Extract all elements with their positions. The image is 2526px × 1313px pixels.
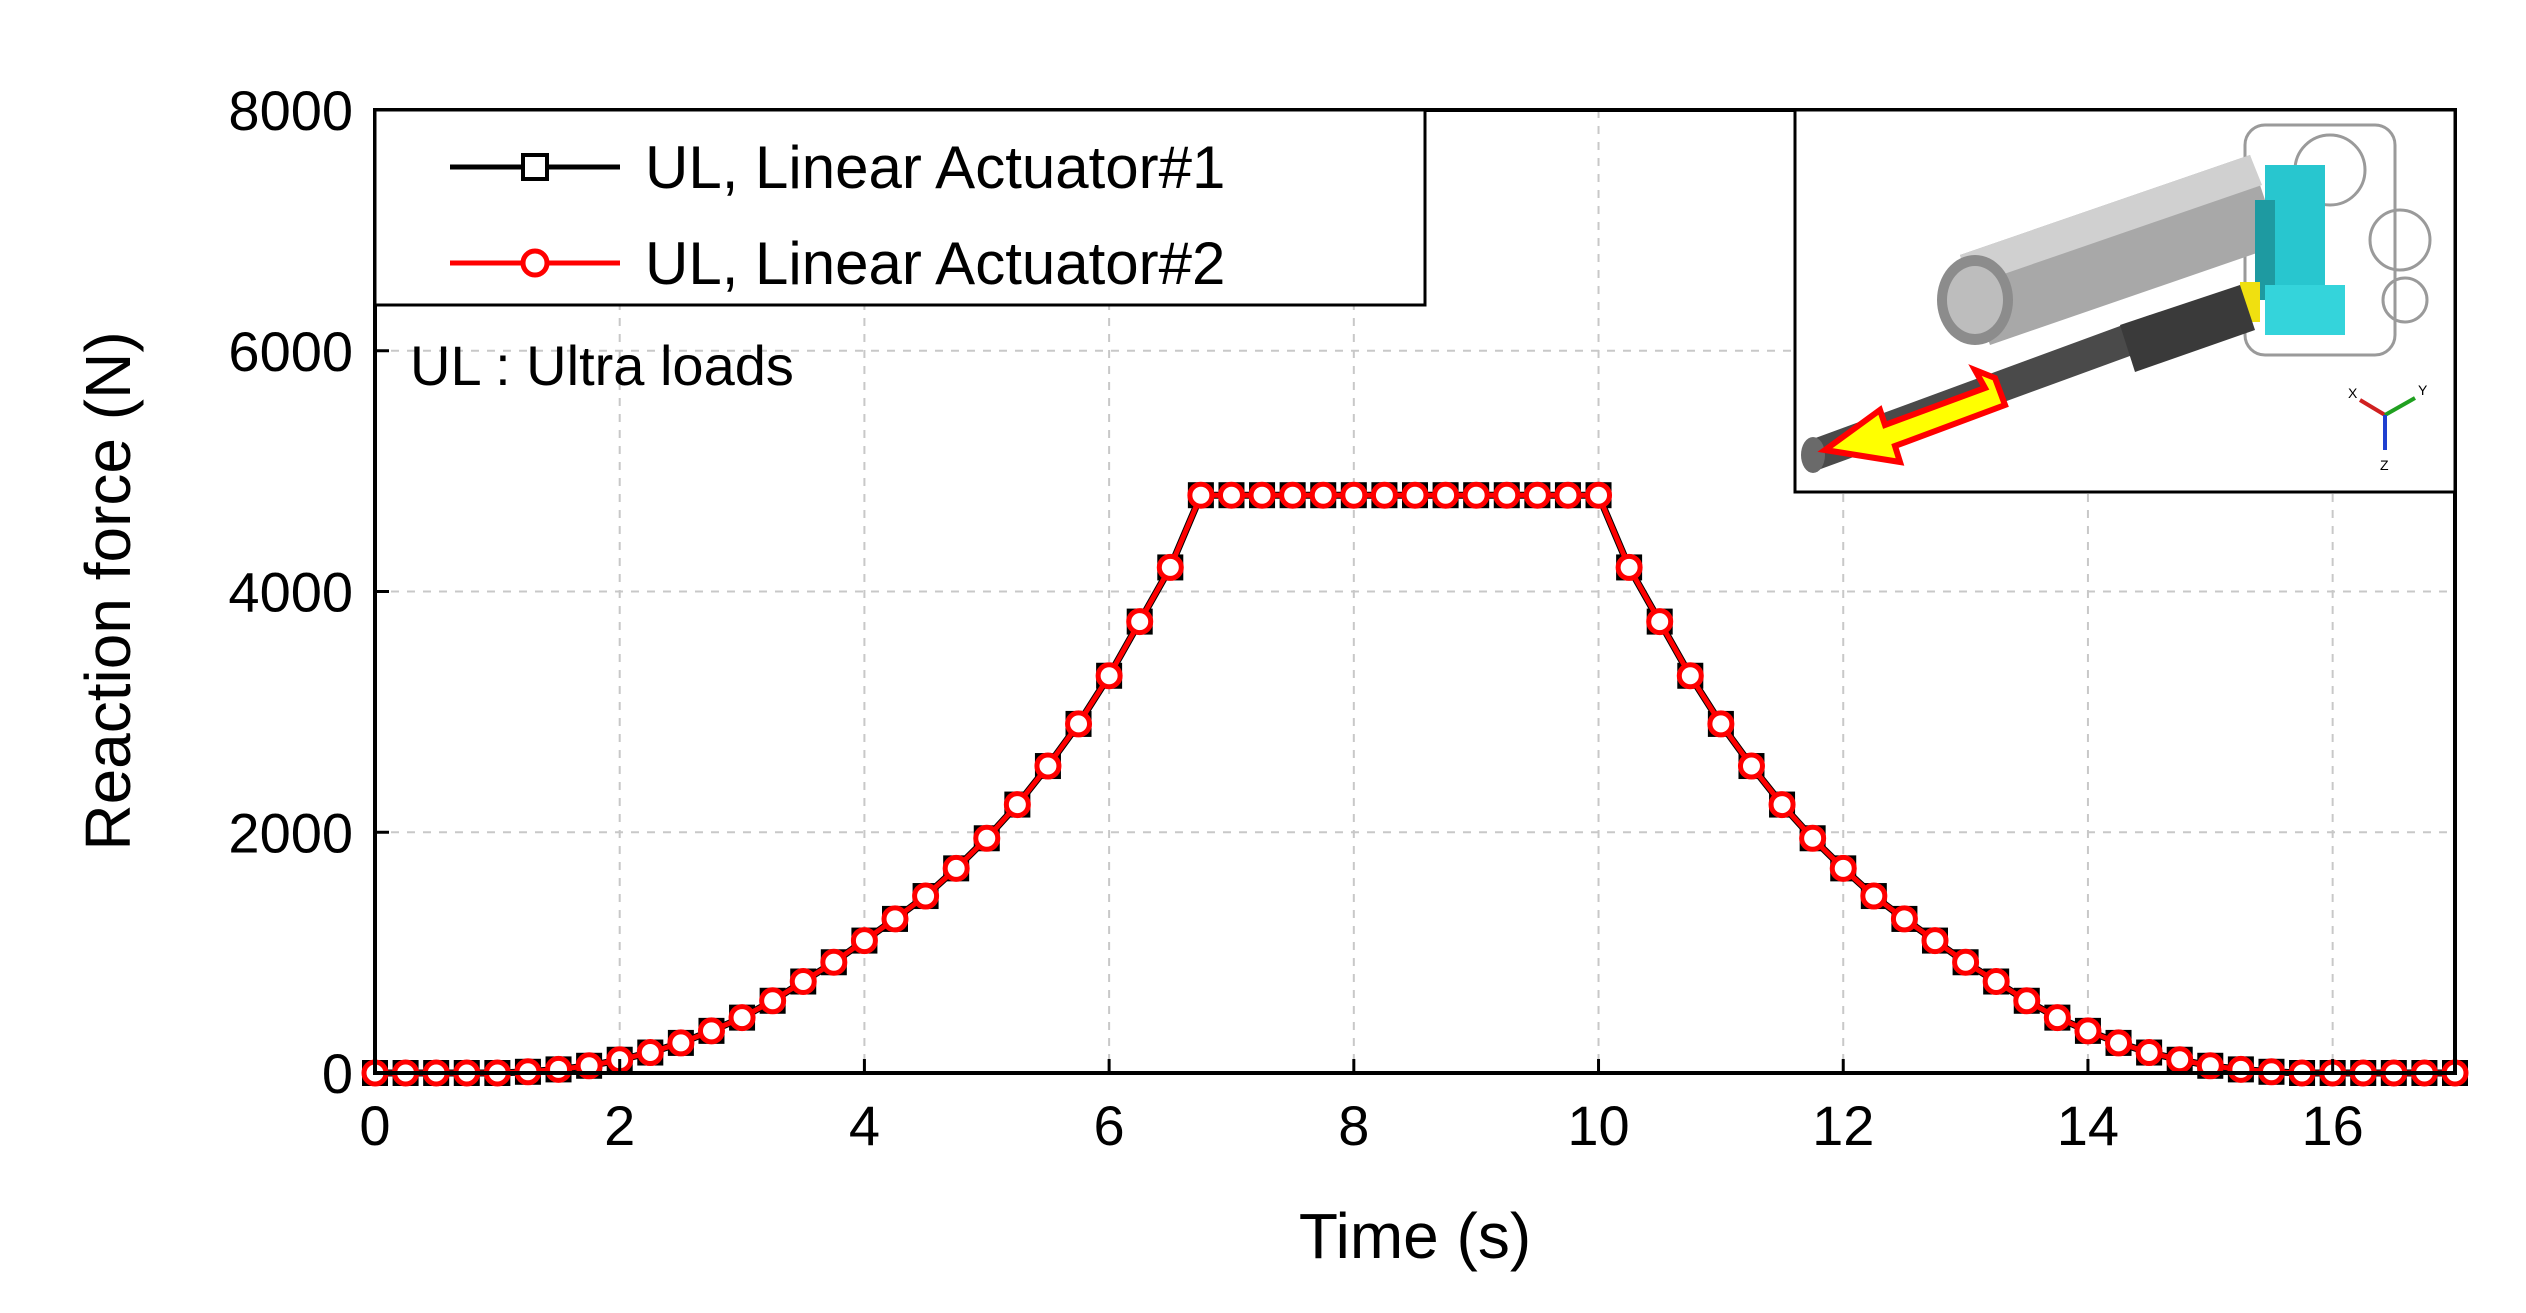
series-2-point <box>1618 556 1640 578</box>
series-2-point <box>2077 1020 2099 1042</box>
series-2-point <box>1220 484 1242 506</box>
series-2-point <box>639 1042 661 1064</box>
actuator-inset-image: X Y Z <box>1795 110 2455 492</box>
series-2-point <box>1893 908 1915 930</box>
series-2-point <box>2046 1007 2068 1029</box>
series-2-point <box>1863 885 1885 907</box>
series-2-point <box>670 1032 692 1054</box>
y-axis-ticks: 0 2000 4000 6000 8000 <box>228 79 389 1105</box>
y-tick-label: 4000 <box>228 561 353 624</box>
series-2-point <box>548 1058 570 1080</box>
legend-marker-series-2 <box>523 251 547 275</box>
series-2-point <box>731 1007 753 1029</box>
series-2-point <box>792 971 814 993</box>
series-2-point <box>1190 484 1212 506</box>
legend: UL, Linear Actuator#1 UL, Linear Actuato… <box>375 110 1425 305</box>
series-2-point <box>1129 611 1151 633</box>
x-tick-label: 16 <box>2301 1094 2363 1157</box>
series-2-point <box>2169 1049 2191 1071</box>
series-2-point <box>762 990 784 1012</box>
series-2-line <box>375 495 2455 1073</box>
series-2-point <box>2230 1058 2252 1080</box>
legend-marker-series-1 <box>523 155 547 179</box>
x-axis-title: Time (s) <box>1299 1200 1531 1272</box>
series-layer <box>364 484 2466 1084</box>
series-2-point <box>1526 484 1548 506</box>
series-2-point <box>1037 755 1059 777</box>
y-tick-label: 8000 <box>228 79 353 142</box>
series-2-point <box>976 827 998 849</box>
series-2-point <box>1679 665 1701 687</box>
x-tick-label: 2 <box>604 1094 635 1157</box>
x-tick-label: 8 <box>1338 1094 1369 1157</box>
series-2-point <box>1159 556 1181 578</box>
series-2-point <box>700 1020 722 1042</box>
legend-label-series-2: UL, Linear Actuator#2 <box>645 230 1225 297</box>
series-2-point <box>2016 990 2038 1012</box>
series-2-point <box>1710 713 1732 735</box>
legend-label-series-1: UL, Linear Actuator#1 <box>645 134 1225 201</box>
series-1 <box>364 484 2466 1084</box>
triad-label-x: X <box>2348 385 2358 401</box>
series-2-point <box>1496 484 1518 506</box>
series-2-point <box>853 930 875 952</box>
series-2 <box>364 484 2466 1084</box>
ultra-loads-note: UL : Ultra loads <box>410 334 794 397</box>
series-2-point <box>2108 1032 2130 1054</box>
x-tick-label: 6 <box>1094 1094 1125 1157</box>
triad-label-y: Y <box>2418 382 2428 398</box>
series-2-point <box>1373 484 1395 506</box>
y-axis-title: Reaction force (N) <box>72 331 144 850</box>
triad-label-z: Z <box>2380 457 2389 473</box>
series-2-point <box>1465 484 1487 506</box>
y-tick-label: 0 <box>322 1042 353 1105</box>
series-2-point <box>1404 484 1426 506</box>
series-2-point <box>1832 857 1854 879</box>
series-2-point <box>1006 794 1028 816</box>
series-2-point <box>1557 484 1579 506</box>
series-2-point <box>1068 713 1090 735</box>
x-tick-label: 14 <box>2057 1094 2119 1157</box>
series-2-point <box>823 951 845 973</box>
series-2-point <box>1343 484 1365 506</box>
y-tick-label: 6000 <box>228 320 353 383</box>
series-2-point <box>915 885 937 907</box>
series-2-point <box>1251 484 1273 506</box>
x-tick-label: 12 <box>1812 1094 1874 1157</box>
x-tick-label: 10 <box>1567 1094 1629 1157</box>
x-tick-label: 0 <box>359 1094 390 1157</box>
series-2-point <box>1312 484 1334 506</box>
series-2-point <box>1649 611 1671 633</box>
series-2-point <box>1985 971 2007 993</box>
series-2-point <box>1098 665 1120 687</box>
series-2-point <box>1740 755 1762 777</box>
series-2-point <box>1588 484 1610 506</box>
series-2-point <box>1771 794 1793 816</box>
y-tick-label: 2000 <box>228 801 353 864</box>
series-2-point <box>1282 484 1304 506</box>
series-2-point <box>1802 827 1824 849</box>
series-2-point <box>884 908 906 930</box>
series-2-point <box>1924 930 1946 952</box>
series-2-point <box>2138 1042 2160 1064</box>
x-tick-label: 4 <box>849 1094 880 1157</box>
series-2-point <box>945 857 967 879</box>
series-1-line <box>375 495 2455 1073</box>
series-2-point <box>1435 484 1457 506</box>
series-2-point <box>1955 951 1977 973</box>
